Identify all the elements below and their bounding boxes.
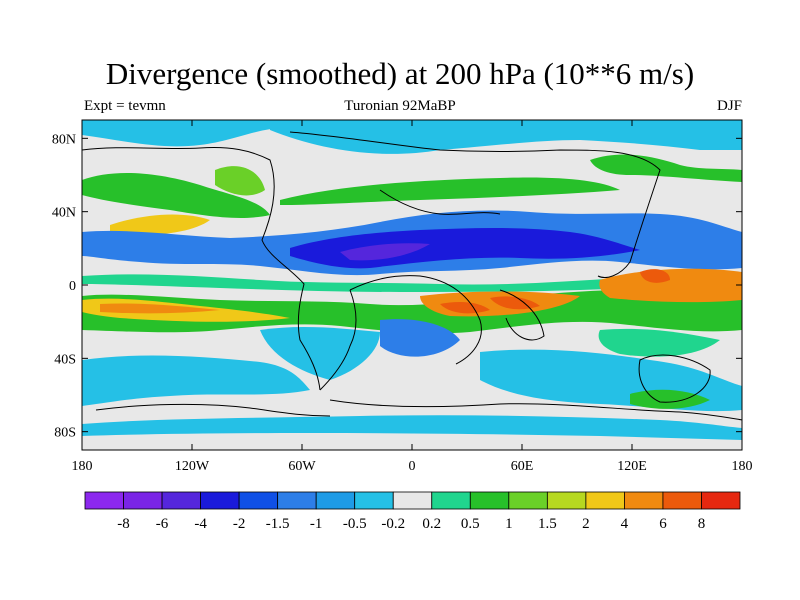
colorbar-label: -8 <box>117 516 130 532</box>
contour-field <box>82 120 742 450</box>
coast-antarctica <box>329 399 742 421</box>
north-yellow-patch <box>110 214 210 235</box>
coast-antarctica-west <box>95 403 331 417</box>
colorbar-swatch <box>431 491 471 510</box>
colorbar-label: 2 <box>582 516 590 532</box>
colorbar-swatch <box>354 491 394 510</box>
coast-india <box>499 289 545 341</box>
colorbar-label: 0.2 <box>422 516 441 532</box>
australia-green-patch <box>598 328 720 357</box>
north-green-band-east <box>280 177 620 205</box>
southern-green-band <box>82 289 742 334</box>
colorbar-swatch <box>161 491 201 510</box>
north-green-band-west <box>82 173 270 218</box>
southern-ocean-green-patch <box>630 389 710 409</box>
equatorial-teal-band <box>82 274 742 292</box>
coastlines <box>82 131 742 421</box>
south-america-blue-patch <box>260 326 380 380</box>
colorbar-swatch <box>585 491 625 510</box>
south-atlantic-blue-patch <box>380 319 460 357</box>
colorbar-swatch <box>123 491 163 510</box>
colorbar-label: -1 <box>310 516 323 532</box>
antarctic-neutral <box>82 433 742 450</box>
colorbar-label: 1 <box>505 516 513 532</box>
coast-australia <box>638 354 711 403</box>
colorbar-swatch <box>392 491 433 510</box>
colorbar-swatch <box>508 491 548 510</box>
coast-africa <box>349 275 482 365</box>
season-label: DJF <box>716 98 742 114</box>
colorbar-label: -6 <box>156 516 169 532</box>
y-tick-label: 40S <box>54 352 76 367</box>
colorbar-swatch <box>277 491 317 510</box>
coast-south-america-east <box>319 289 357 391</box>
colorbar-label: 4 <box>621 516 629 532</box>
x-tick-label: 180 <box>732 459 753 474</box>
colorbar-label: -0.2 <box>381 516 405 532</box>
north-green-band-pacific <box>590 154 742 182</box>
period-label: Turonian 92MaBP <box>344 98 456 114</box>
colorbar-swatch <box>84 491 124 510</box>
coast-tethys <box>379 189 501 215</box>
x-tick-label: 120W <box>175 459 210 474</box>
colorbar-swatch <box>200 491 240 510</box>
y-tick-label: 40N <box>52 206 76 221</box>
north-teal-band <box>270 120 742 154</box>
colorbar-label: 6 <box>659 516 667 532</box>
colorbar-swatch <box>315 491 356 510</box>
x-tick-label: 120E <box>617 459 647 474</box>
y-tick-label: 80S <box>54 426 76 441</box>
coast-americas <box>82 147 321 391</box>
colorbar-label: -0.5 <box>343 516 367 532</box>
colorbar-label: -2 <box>233 516 246 532</box>
strong-convergence-core <box>340 243 430 261</box>
colorbar-label: -4 <box>194 516 207 532</box>
colorbar-label: 1.5 <box>538 516 557 532</box>
africa-red-core-west <box>440 302 490 314</box>
x-tick-label: 60W <box>288 459 316 474</box>
y-tick-label: 0 <box>69 279 76 294</box>
colorbar-swatch <box>662 491 702 510</box>
colorbar-swatch <box>469 491 510 510</box>
colorbar-swatch <box>546 491 587 510</box>
south-pacific-orange <box>100 303 220 314</box>
x-axis: 180 120W 60W 0 60E 120E 180 <box>72 120 753 474</box>
colorbar-label: 0.5 <box>461 516 480 532</box>
y-axis: 80N 40N 0 40S 80S <box>52 132 742 441</box>
green-patch-north-america <box>215 166 265 196</box>
y-tick-label: 80N <box>52 132 76 147</box>
colorbar: -8 -6 -4 -2 -1.5 -1 -0.5 -0.2 0.2 0.5 1 1.5 2 4 6 8 <box>84 491 741 532</box>
arctic-blue-band <box>82 120 300 147</box>
colorbar-label: -1.5 <box>266 516 290 532</box>
experiment-label: Expt = tevmn <box>84 98 166 114</box>
x-tick-label: 0 <box>409 459 416 474</box>
colorbar-swatch <box>624 491 664 510</box>
chart-title: Divergence (smoothed) at 200 hPa (10**6 … <box>105 56 695 91</box>
x-tick-label: 60E <box>511 459 534 474</box>
coast-eurasia <box>289 131 661 278</box>
x-tick-label: 180 <box>72 459 93 474</box>
colorbar-swatch <box>701 491 741 510</box>
colorbar-swatch <box>238 491 279 510</box>
west-pacific-red-core <box>640 269 670 283</box>
south-pacific-blue-band <box>82 355 310 406</box>
colorbar-label: 8 <box>698 516 706 532</box>
west-pacific-orange-patch <box>599 268 742 303</box>
